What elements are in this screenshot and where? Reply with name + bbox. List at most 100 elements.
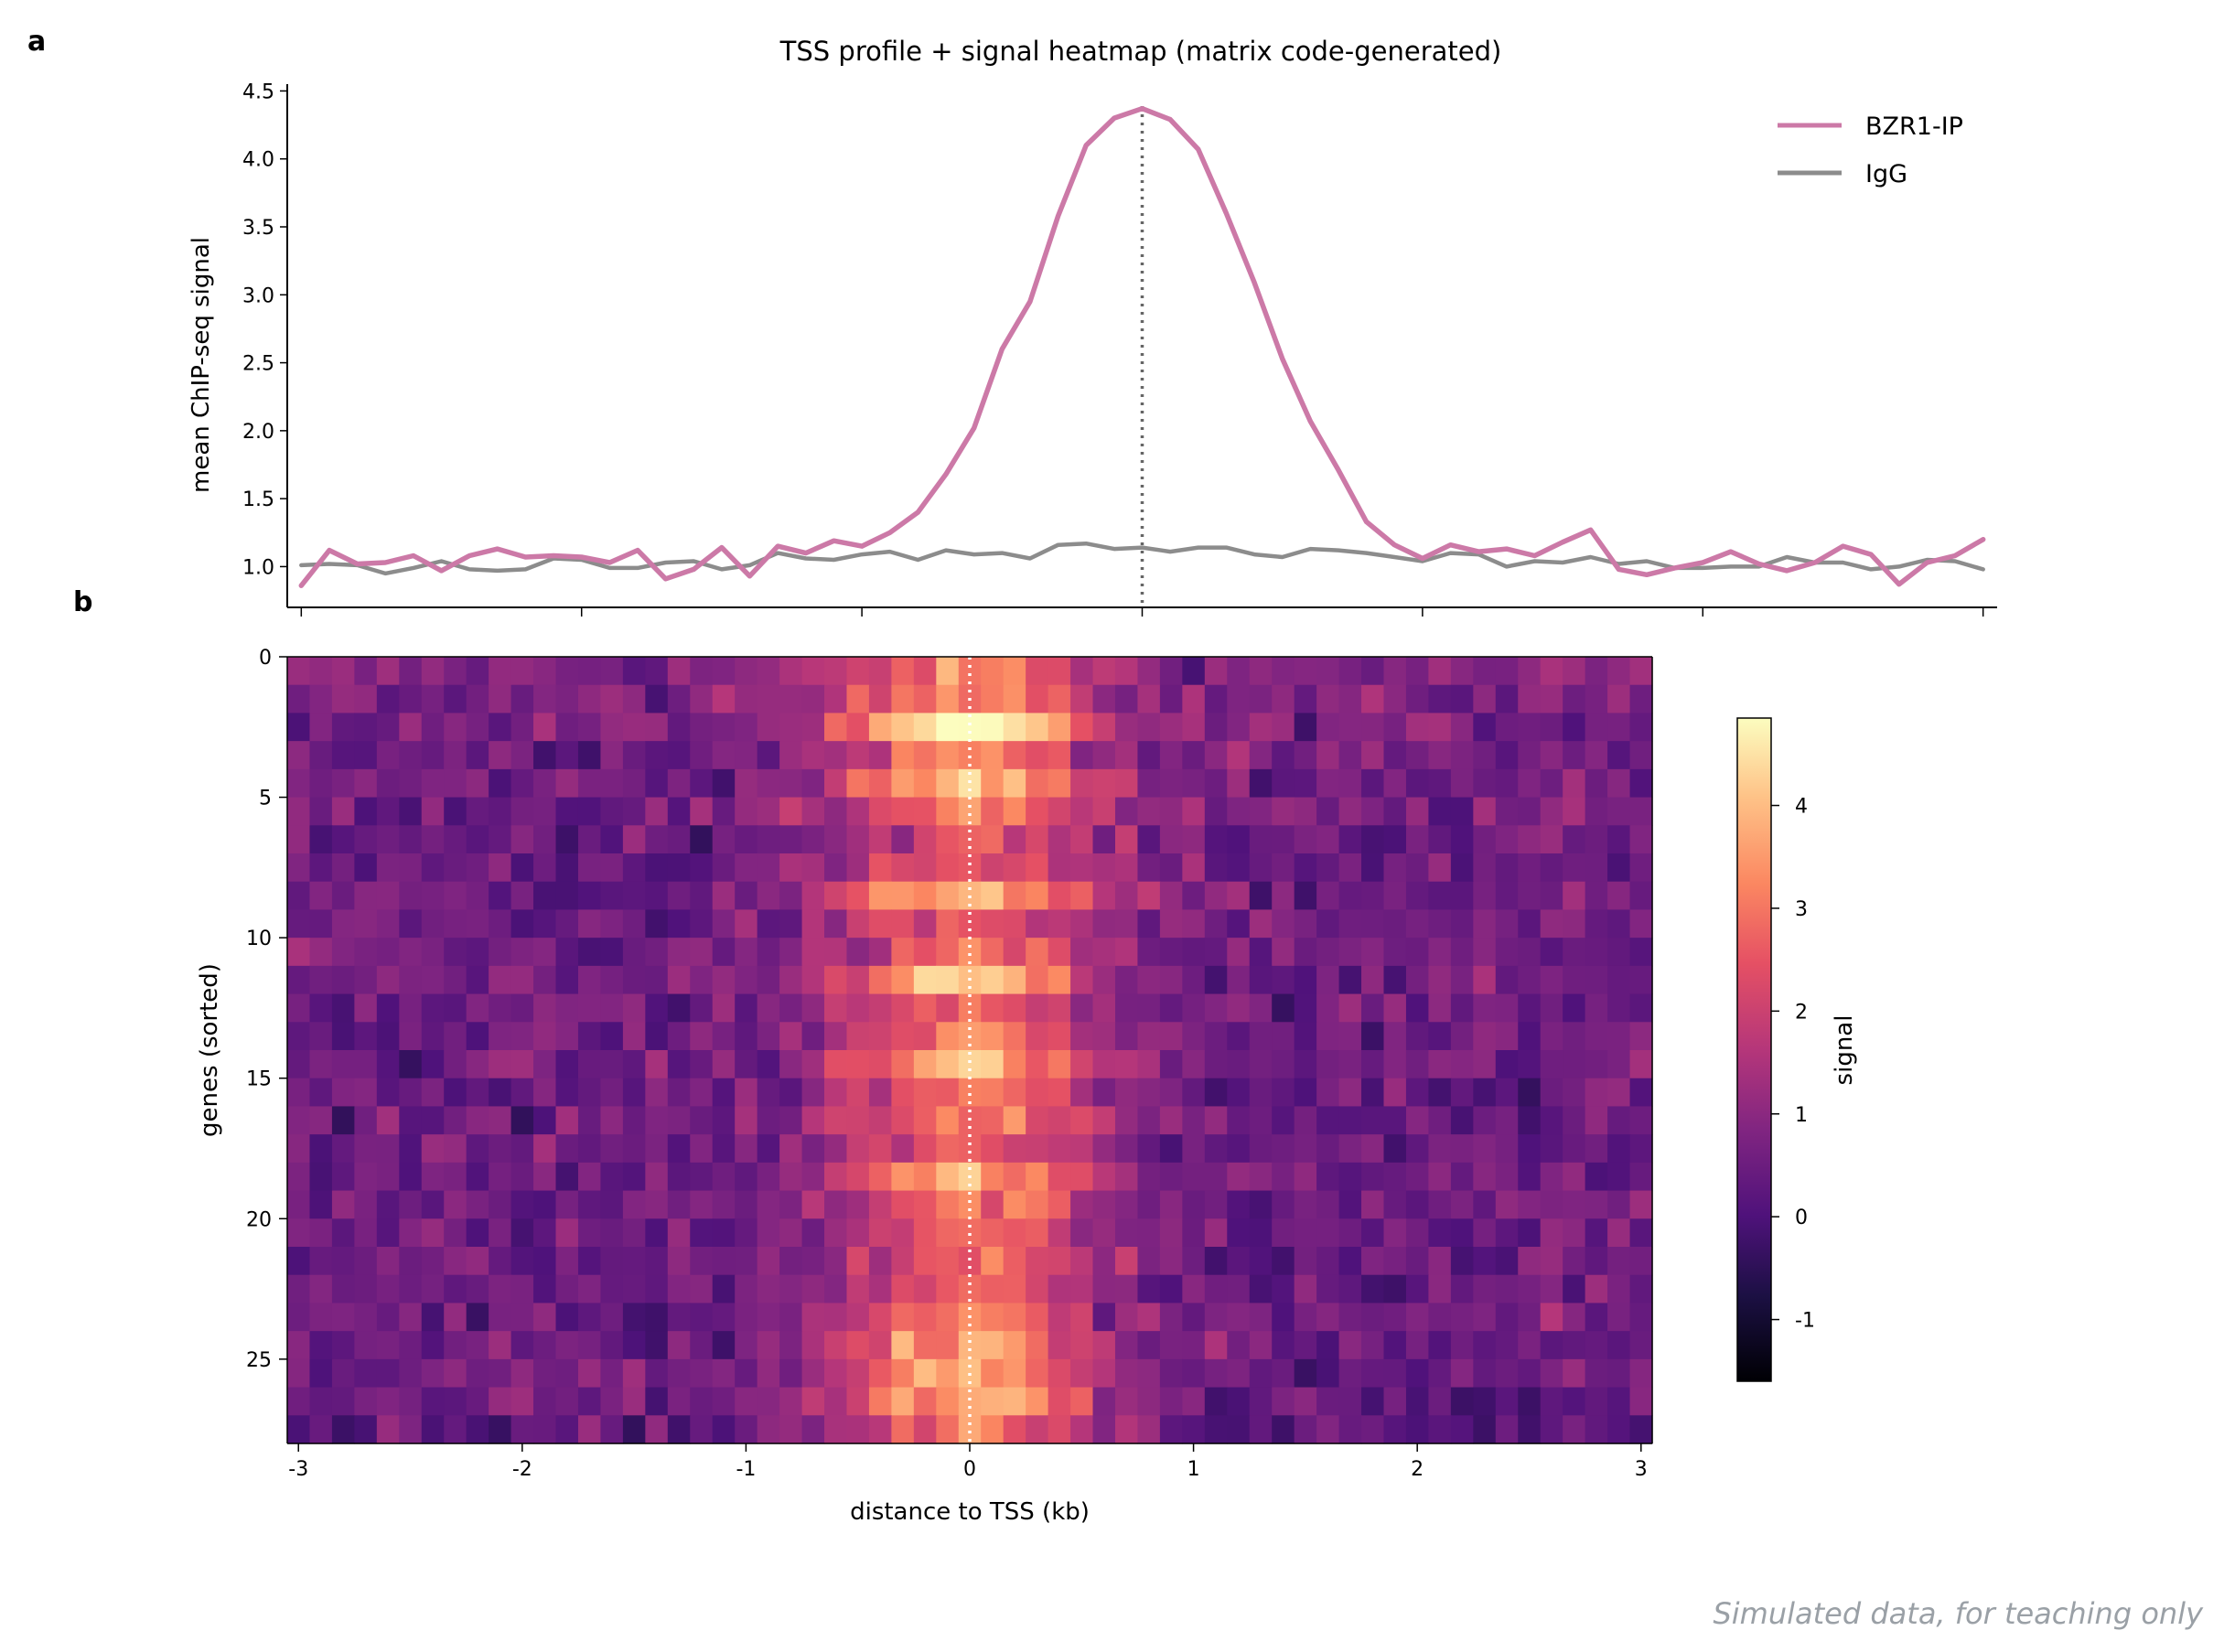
heatmap-cell [1450, 657, 1474, 686]
heatmap-cell [1540, 1358, 1563, 1389]
heatmap-cell [555, 713, 579, 742]
heatmap-cell [1137, 881, 1161, 911]
heatmap-cell [1428, 909, 1452, 939]
heatmap-cell [1450, 684, 1474, 714]
heatmap-cell [1495, 797, 1519, 826]
heatmap-cell [466, 1134, 489, 1164]
heatmap-cell [1003, 1078, 1026, 1108]
heatmap-cell [1607, 797, 1631, 826]
heatmap-cell [868, 1274, 892, 1304]
heatmap-y-tick-label: 20 [246, 1208, 272, 1231]
heatmap-cell [510, 909, 534, 939]
heatmap-cell [444, 1162, 467, 1192]
heatmap-cell [510, 1331, 534, 1360]
heatmap-cell [1137, 741, 1161, 770]
heatmap-cell [1629, 881, 1653, 911]
heatmap-cell [1361, 938, 1385, 967]
heatmap-cell [533, 881, 557, 911]
heatmap-cell [801, 1331, 825, 1360]
heatmap-cell [287, 713, 311, 742]
heatmap-cell [376, 993, 400, 1023]
heatmap-cell [466, 938, 489, 967]
heatmap-cell [690, 965, 714, 995]
heatmap-cell [1092, 1022, 1116, 1051]
heatmap-cell [1495, 853, 1519, 883]
heatmap-cell [690, 1247, 714, 1276]
heatmap-cell [1495, 881, 1519, 911]
heatmap-cell [735, 1247, 758, 1276]
heatmap-cell [1540, 1247, 1563, 1276]
heatmap-cell [376, 1247, 400, 1276]
heatmap-cell [1450, 881, 1474, 911]
heatmap-cell [331, 1050, 355, 1079]
heatmap-cell [1450, 1162, 1474, 1192]
heatmap-cell [1540, 938, 1563, 967]
heatmap-cell [712, 1022, 736, 1051]
heatmap-cell [354, 1078, 378, 1108]
heatmap-cell [712, 1134, 736, 1164]
heatmap-cell [846, 965, 870, 995]
heatmap-cell [1003, 1247, 1026, 1276]
heatmap-cell [868, 1050, 892, 1079]
heatmap-cell [712, 965, 736, 995]
heatmap-cell [1249, 657, 1273, 686]
heatmap-cell [1114, 1022, 1139, 1051]
heatmap-cell [1003, 1331, 1026, 1360]
heatmap-cell [801, 1022, 825, 1051]
heatmap-cell [981, 1247, 1005, 1276]
heatmap-cell [331, 1134, 355, 1164]
heatmap-cell [801, 881, 825, 911]
heatmap-cell [399, 1078, 423, 1108]
heatmap-cell [1204, 1050, 1228, 1079]
heatmap-cell [667, 741, 691, 770]
heatmap-cell [577, 1106, 602, 1135]
heatmap-cell [1272, 797, 1295, 826]
heatmap-cell [1338, 1190, 1362, 1219]
heatmap-cell [1495, 1331, 1519, 1360]
heatmap-cell [331, 965, 355, 995]
heatmap-cell [981, 1190, 1005, 1219]
heatmap-cell [1473, 1274, 1497, 1304]
heatmap-cell [444, 713, 467, 742]
heatmap-cell [779, 1050, 803, 1079]
heatmap-cell [1294, 1190, 1317, 1219]
heatmap-cell [287, 881, 311, 911]
profile-y-ticks: 1.01.52.02.53.03.54.04.5 [242, 80, 287, 579]
heatmap-cell [510, 993, 534, 1023]
heatmap-cell [1338, 1022, 1362, 1051]
heatmap-cell [489, 1078, 512, 1108]
heatmap-cell [1450, 797, 1474, 826]
heatmap-cell [354, 965, 378, 995]
heatmap-cell [712, 853, 736, 883]
heatmap-cell [1204, 797, 1228, 826]
profile-y-tick-label: 3.5 [242, 217, 274, 240]
heatmap-cell [757, 993, 780, 1023]
heatmap-cell [1361, 1162, 1385, 1192]
heatmap-cell [1092, 797, 1116, 826]
heatmap-cell [489, 825, 512, 854]
heatmap-cell [1338, 797, 1362, 826]
heatmap-cell [399, 965, 423, 995]
heatmap-cell [376, 684, 400, 714]
heatmap-cell [757, 1358, 780, 1389]
heatmap-cell [1383, 1218, 1407, 1248]
heatmap-cell [1048, 1247, 1071, 1276]
heatmap-cell [981, 768, 1005, 799]
heatmap-cell [555, 1050, 579, 1079]
heatmap-cell [1249, 881, 1273, 911]
heatmap-cell [1182, 1218, 1206, 1248]
heatmap-cell [891, 993, 915, 1023]
heatmap-cell [421, 1415, 445, 1444]
heatmap-cell [376, 713, 400, 742]
heatmap-cell [1092, 1274, 1116, 1304]
heatmap-cell [824, 1331, 848, 1360]
heatmap-cell [1114, 1162, 1139, 1192]
heatmap-cell [757, 713, 780, 742]
heatmap-cell [1294, 1274, 1317, 1304]
heatmap-cell [1294, 853, 1317, 883]
heatmap-cell [354, 713, 378, 742]
heatmap-cell [757, 1134, 780, 1164]
heatmap-cell [868, 1331, 892, 1360]
heatmap-cell [489, 1134, 512, 1164]
